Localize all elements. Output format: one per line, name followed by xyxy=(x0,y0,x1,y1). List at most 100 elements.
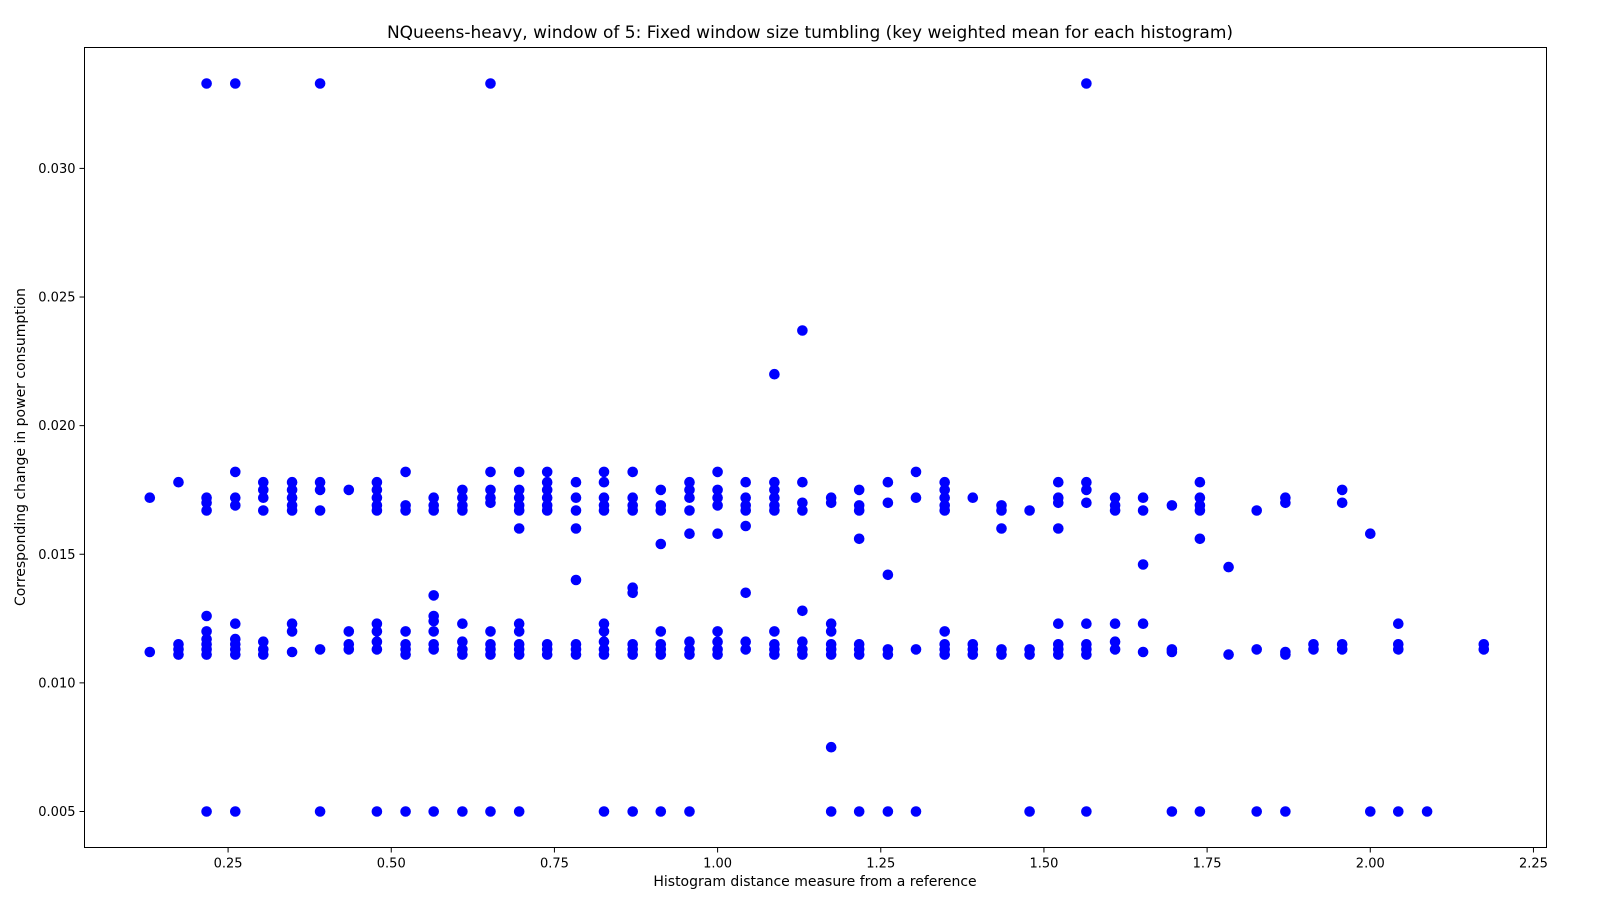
data-point xyxy=(230,618,241,629)
data-point xyxy=(457,618,468,629)
data-point xyxy=(1137,492,1149,504)
data-point xyxy=(769,626,780,637)
data-point xyxy=(1251,644,1262,655)
data-point xyxy=(684,484,695,496)
data-point xyxy=(1081,476,1092,488)
data-point xyxy=(314,78,326,89)
data-point xyxy=(513,806,525,817)
data-point xyxy=(712,528,723,539)
data-point xyxy=(1166,806,1178,817)
data-point xyxy=(882,569,894,581)
data-point xyxy=(712,484,723,496)
data-point xyxy=(343,626,355,637)
data-point xyxy=(230,492,241,504)
data-point xyxy=(570,476,582,488)
data-point xyxy=(1137,618,1149,629)
data-point xyxy=(684,806,695,817)
data-point xyxy=(457,806,468,817)
data-point xyxy=(286,492,298,504)
data-point xyxy=(967,649,979,660)
data-point xyxy=(1223,649,1234,660)
data-point xyxy=(712,626,723,637)
y-tick-label: 0.030 xyxy=(38,162,75,177)
data-point xyxy=(598,649,610,660)
x-tick-label: 2.25 xyxy=(1519,857,1548,872)
data-point xyxy=(258,649,269,660)
data-point xyxy=(428,644,440,655)
data-point xyxy=(825,741,837,753)
data-point xyxy=(457,492,468,504)
data-point xyxy=(570,523,582,534)
data-point xyxy=(1393,806,1404,817)
data-point xyxy=(1478,644,1490,655)
data-point xyxy=(684,505,695,516)
data-point xyxy=(457,484,468,496)
data-point xyxy=(825,626,837,637)
data-point xyxy=(797,605,808,617)
data-point xyxy=(1223,561,1234,573)
data-point xyxy=(570,505,582,516)
data-point xyxy=(1081,484,1092,496)
data-point xyxy=(1053,618,1064,629)
data-point xyxy=(1053,497,1064,509)
data-point xyxy=(1081,78,1092,89)
data-point xyxy=(967,492,979,504)
data-point xyxy=(201,497,212,509)
data-point xyxy=(201,649,212,660)
data-point xyxy=(797,649,808,660)
data-point xyxy=(1166,646,1178,658)
data-point xyxy=(627,806,638,817)
y-tick-label: 0.010 xyxy=(38,676,75,691)
data-point xyxy=(1081,618,1092,629)
data-point xyxy=(485,78,496,89)
data-point xyxy=(314,505,326,516)
data-point xyxy=(825,497,837,509)
data-point xyxy=(541,476,553,488)
data-point xyxy=(457,649,468,660)
data-point xyxy=(598,476,610,488)
data-point xyxy=(740,492,751,504)
data-point xyxy=(428,626,440,637)
data-point xyxy=(1308,644,1319,655)
data-point xyxy=(825,649,837,660)
data-point xyxy=(740,505,751,516)
data-point xyxy=(513,466,525,478)
data-point xyxy=(314,476,326,488)
data-point xyxy=(825,806,837,817)
data-point xyxy=(314,484,326,496)
data-point xyxy=(712,500,723,511)
data-point xyxy=(258,636,269,647)
data-point xyxy=(939,492,950,504)
data-point xyxy=(286,618,298,629)
data-point xyxy=(371,492,383,504)
data-point xyxy=(655,626,667,637)
data-point xyxy=(1365,528,1376,539)
data-point xyxy=(1137,505,1149,516)
data-point xyxy=(314,644,326,655)
data-point xyxy=(825,618,837,629)
data-point xyxy=(939,649,950,660)
data-point xyxy=(428,505,440,516)
x-axis-label: Histogram distance measure from a refere… xyxy=(653,874,976,890)
data-point xyxy=(797,497,808,509)
y-axis-label: Corresponding change in power consumptio… xyxy=(13,288,29,606)
data-point xyxy=(286,484,298,496)
data-point xyxy=(570,492,582,504)
data-point xyxy=(485,466,496,478)
data-point xyxy=(541,505,553,516)
data-point xyxy=(598,806,610,817)
y-tick-label: 0.005 xyxy=(38,805,75,820)
data-point xyxy=(1194,492,1206,504)
data-point xyxy=(769,505,780,516)
data-point xyxy=(343,644,355,655)
data-point xyxy=(1194,505,1206,516)
data-point xyxy=(598,636,610,647)
data-point xyxy=(144,492,156,504)
data-point xyxy=(598,492,610,504)
data-point xyxy=(712,649,723,660)
data-point xyxy=(1336,644,1348,655)
data-point xyxy=(1280,806,1291,817)
data-point xyxy=(1024,806,1035,817)
data-point xyxy=(400,626,411,637)
x-tick-label: 1.00 xyxy=(703,857,732,872)
